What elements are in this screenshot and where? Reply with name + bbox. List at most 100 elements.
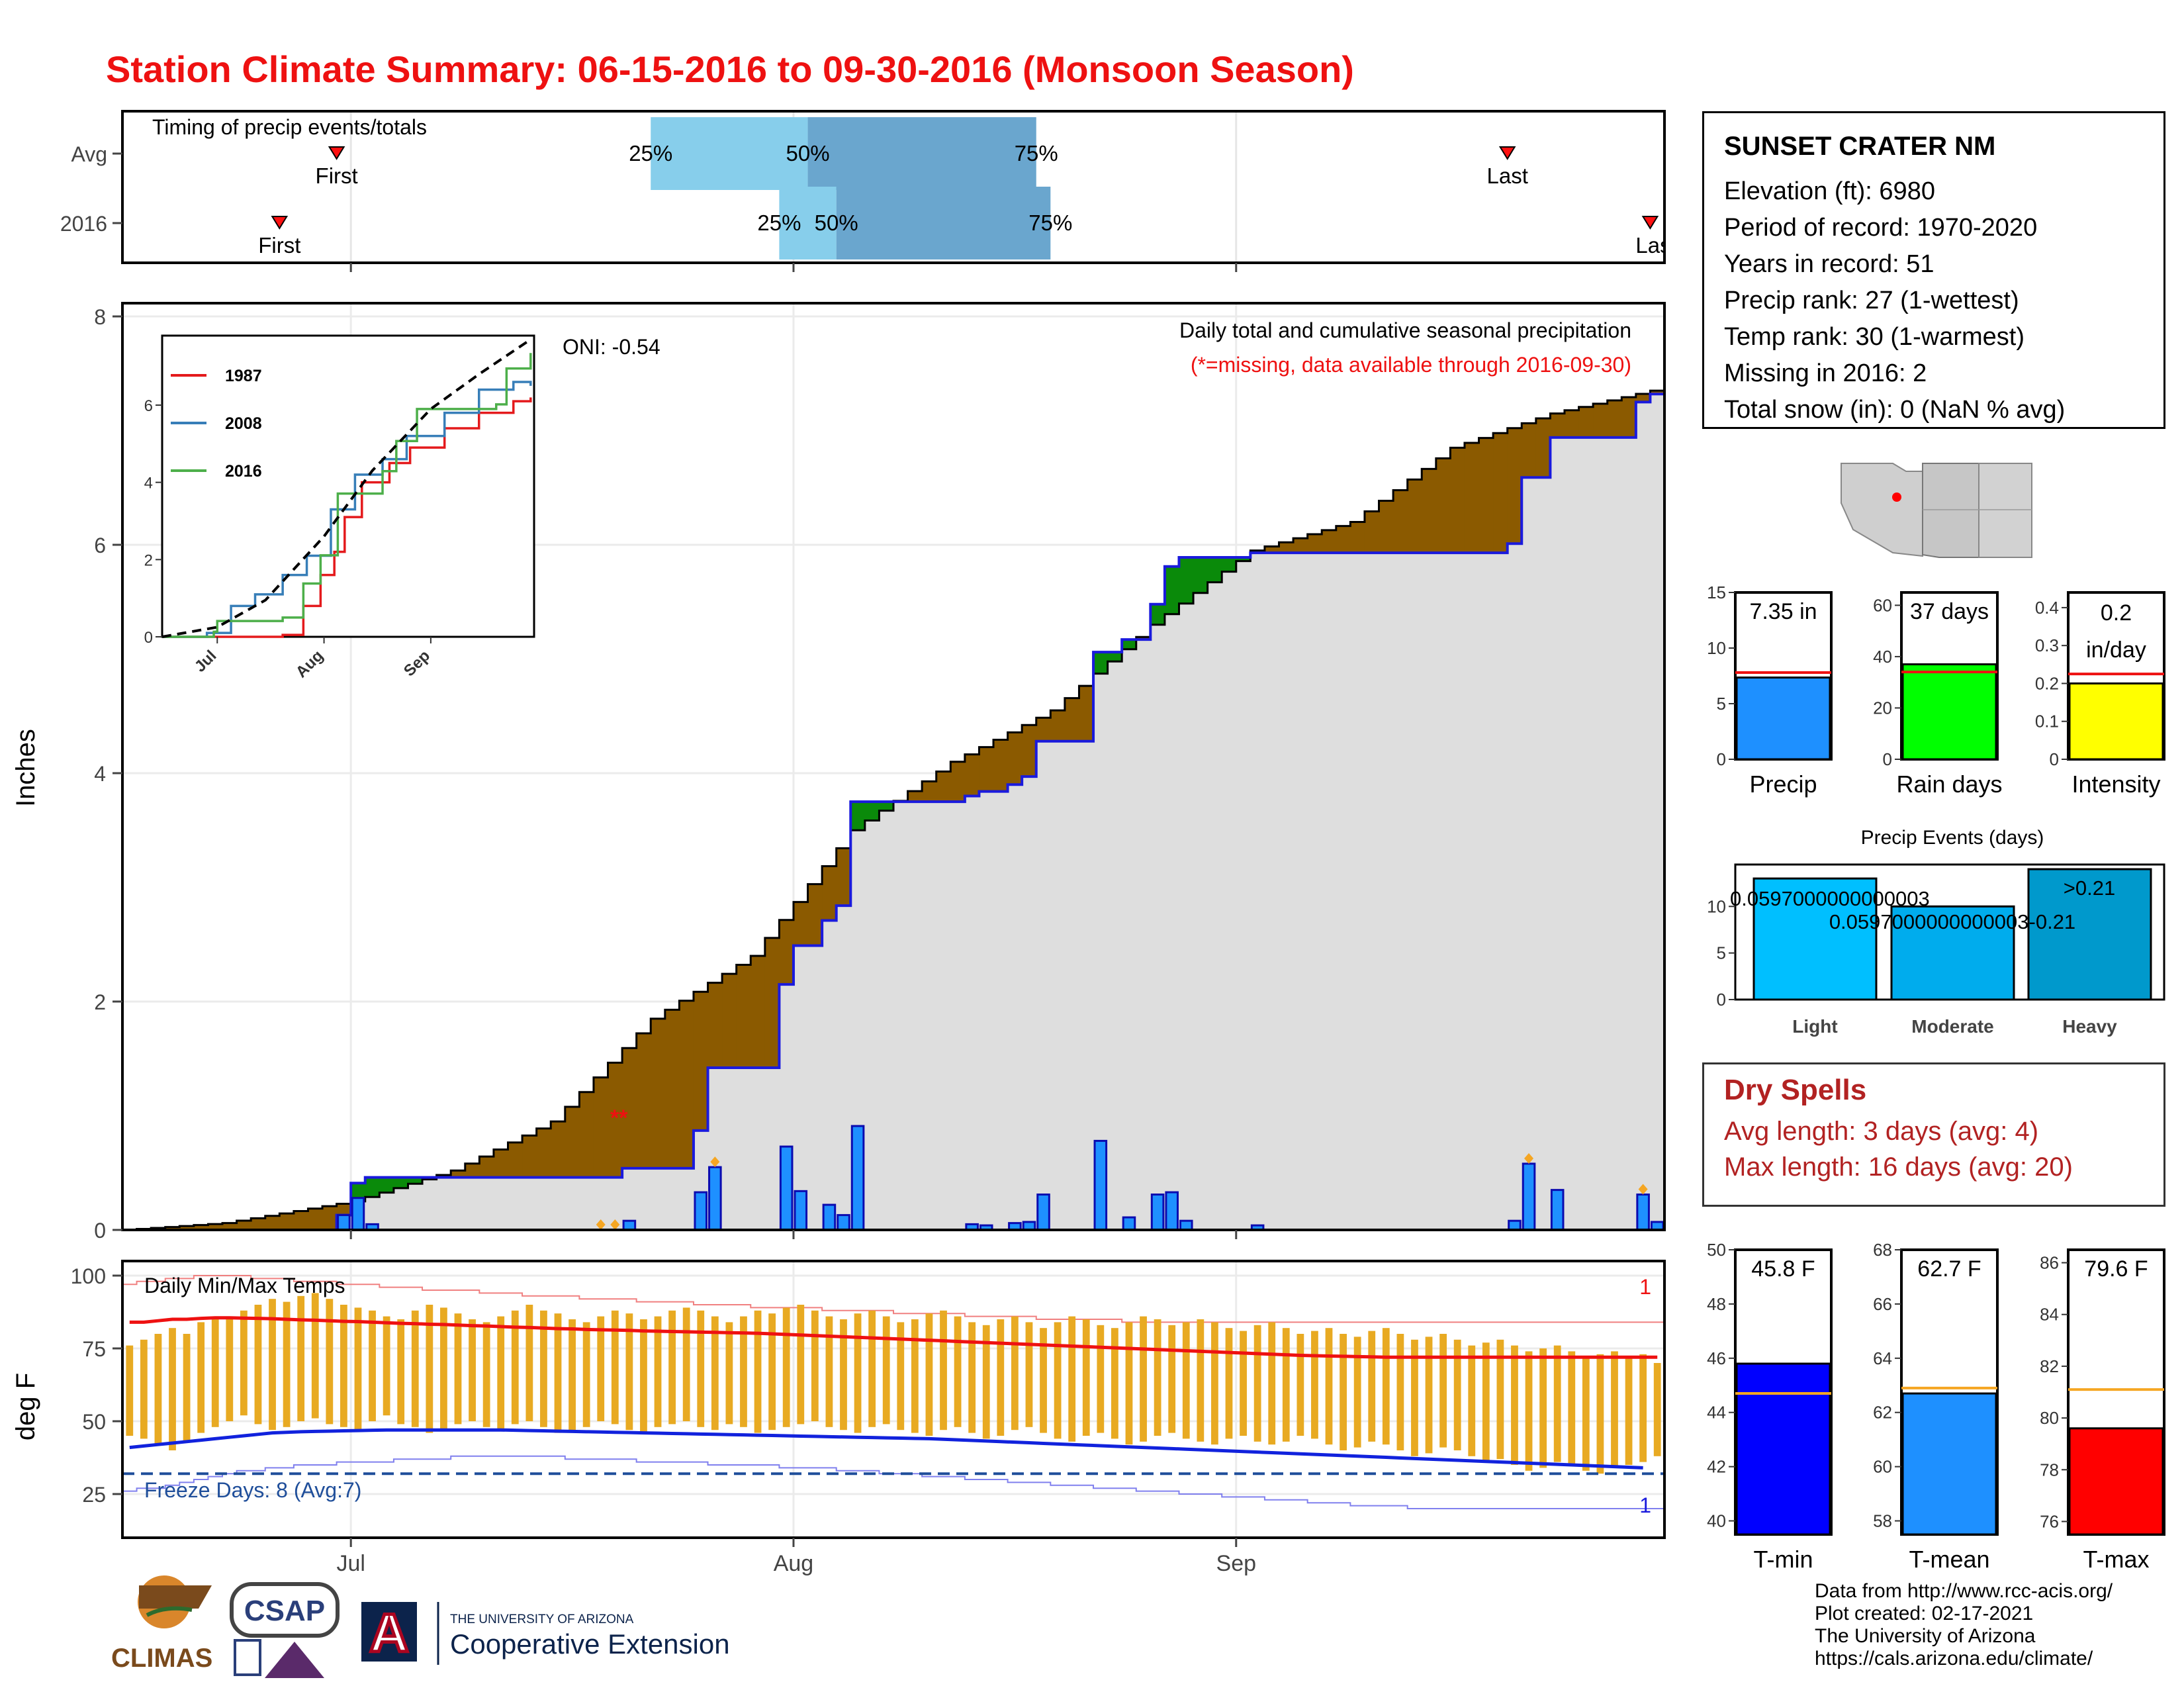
temp-bar-57	[940, 1310, 947, 1430]
csap-logo-text: CSAP	[244, 1595, 325, 1627]
temp-bar-43	[740, 1316, 747, 1427]
surplus-band-68	[1093, 652, 1109, 674]
deficit-band-80	[1264, 546, 1279, 553]
precip-summary-label-2-a: 0.2	[2101, 600, 2132, 626]
temp-summary-ytick-label-1-0: 58	[1873, 1511, 1892, 1531]
temp-summary-label-1: 62.7 F	[1917, 1256, 1981, 1282]
temp-ytick-label-0: 25	[82, 1483, 106, 1507]
temp-bar-58	[954, 1316, 962, 1427]
inset-xtick-label-1: Aug	[293, 647, 327, 681]
temp-summary-ytick-label-1-4: 66	[1873, 1294, 1892, 1314]
temp-summary-ytick-label-2-0: 76	[2040, 1511, 2059, 1531]
temp-bar-15	[340, 1305, 347, 1427]
temp-summary-ytick-label-2-5: 86	[2040, 1253, 2059, 1273]
surplus-band-78	[1236, 557, 1251, 561]
deficit-band-60	[979, 747, 994, 792]
deficit-band-36	[636, 1033, 651, 1168]
deficit-band-66	[1064, 698, 1079, 741]
temp-summary-ytick-label-0-4: 48	[1707, 1294, 1726, 1314]
deficit-band-98	[1522, 423, 1537, 478]
temp-bar-63	[1025, 1322, 1033, 1427]
surplus-band-70	[1122, 639, 1137, 649]
precip-summary-ytick-label-2-1: 0.1	[2035, 712, 2059, 731]
timing-first-label-1: First	[258, 233, 300, 258]
precip-summary-bar-0	[1735, 677, 1831, 761]
timing-last-marker-0	[1498, 146, 1516, 160]
temp-bar-94	[1468, 1345, 1476, 1456]
temp-bar-54	[897, 1322, 905, 1430]
missing-marker-4	[1638, 1184, 1648, 1195]
surplus-band-74	[1179, 557, 1194, 604]
temp-bar-46	[782, 1307, 790, 1427]
deficit-band-86	[1350, 522, 1365, 553]
deficit-band-23	[451, 1170, 466, 1178]
temp-bar-70	[1125, 1322, 1133, 1445]
temp-bar-34	[611, 1310, 619, 1425]
temp-summary-category-2: T-max	[2083, 1546, 2149, 1573]
timing-chart: Timing of precip events/totals Avg 25% 50% 7…	[60, 110, 1666, 272]
temp-ytick-label-1: 50	[82, 1410, 106, 1434]
daily-precip-bar-22	[1508, 1219, 1522, 1231]
inset-xtick-label-0: Jul	[191, 647, 220, 676]
timing-label-q25-0: 25%	[629, 141, 672, 165]
deficit-band-8	[236, 1221, 251, 1230]
deficit-band-94	[1464, 442, 1480, 553]
surplus-band-52	[864, 802, 880, 821]
csap-logo-mountain	[265, 1642, 324, 1678]
timing-bar-q25-q50-1	[779, 187, 837, 259]
tmin-avg-line	[129, 1428, 1643, 1470]
surplus-band-69	[1107, 652, 1122, 662]
deficit-band-47	[793, 902, 809, 946]
deficit-band-106	[1635, 394, 1651, 402]
daily-precip-bar-8	[822, 1203, 837, 1231]
temp-bar-26	[497, 1316, 505, 1430]
deficit-band-99	[1535, 418, 1551, 478]
temp-bar-86	[1353, 1336, 1361, 1448]
precip-title: Daily total and cumulative seasonal prec…	[1179, 318, 1631, 342]
deficit-band-45	[764, 937, 780, 1068]
precip-summary-label-1: 37 days	[1910, 599, 1989, 624]
temp-bar-100	[1553, 1345, 1561, 1462]
daily-precip-bar-3	[622, 1219, 637, 1231]
daily-precip-bar-17	[1122, 1216, 1136, 1231]
surplus-band-73	[1164, 566, 1179, 614]
csap-logo-cloud	[230, 1582, 340, 1638]
temp-bar-49	[825, 1316, 833, 1427]
temp-bar-64	[1040, 1328, 1047, 1433]
temp-bar-89	[1396, 1334, 1404, 1450]
events-bar-1	[1890, 905, 2015, 1001]
timing-label-q50-1: 50%	[815, 211, 858, 235]
events-category-0: Light	[1792, 1016, 1837, 1037]
credit-plot-created: Plot created: 02-17-2021	[1815, 1603, 2034, 1624]
temp-bar-11	[283, 1301, 291, 1427]
temp-bar-60	[982, 1325, 990, 1439]
credits: Data from http://www.rcc-acis.org/ Plot …	[1815, 1580, 2113, 1670]
deficit-band-35	[622, 1048, 637, 1168]
temp-bar-97	[1511, 1345, 1518, 1465]
temp-bar-47	[797, 1305, 805, 1425]
temp-bar-95	[1482, 1342, 1490, 1462]
temp-summary-bar-1	[1901, 1392, 1997, 1536]
climas-logo-mesa	[139, 1585, 212, 1609]
temp-bar-62	[1011, 1316, 1019, 1430]
temp-bar-35	[625, 1313, 633, 1430]
temp-bar-106	[1639, 1354, 1647, 1462]
inset-xtick-label-2: Sep	[400, 647, 433, 680]
deficit-band-90	[1407, 479, 1422, 553]
daily-precip-bar-1	[351, 1197, 365, 1231]
deficit-band-41	[707, 982, 723, 1068]
temp-bar-67	[1082, 1319, 1090, 1436]
deficit-band-44	[751, 956, 766, 1068]
temp-xtick-label-0: Jul	[336, 1551, 365, 1576]
temp-ylabel: deg F	[11, 1373, 40, 1440]
credit-data-source: Data from http://www.rcc-acis.org/	[1815, 1580, 2113, 1602]
deficit-band-104	[1607, 400, 1622, 438]
deficit-band-62	[1007, 732, 1023, 785]
missing-marker-0	[596, 1219, 606, 1230]
daily-precip-bar-10	[850, 1125, 865, 1231]
daily-precip-bar-23	[1522, 1162, 1536, 1231]
precip-summary-ytick-label-1-0: 0	[1883, 749, 1892, 769]
temp-bar-10	[269, 1299, 276, 1430]
precip-summary-ytick-label-1-2: 40	[1873, 647, 1892, 667]
temp-bar-5	[197, 1322, 205, 1433]
